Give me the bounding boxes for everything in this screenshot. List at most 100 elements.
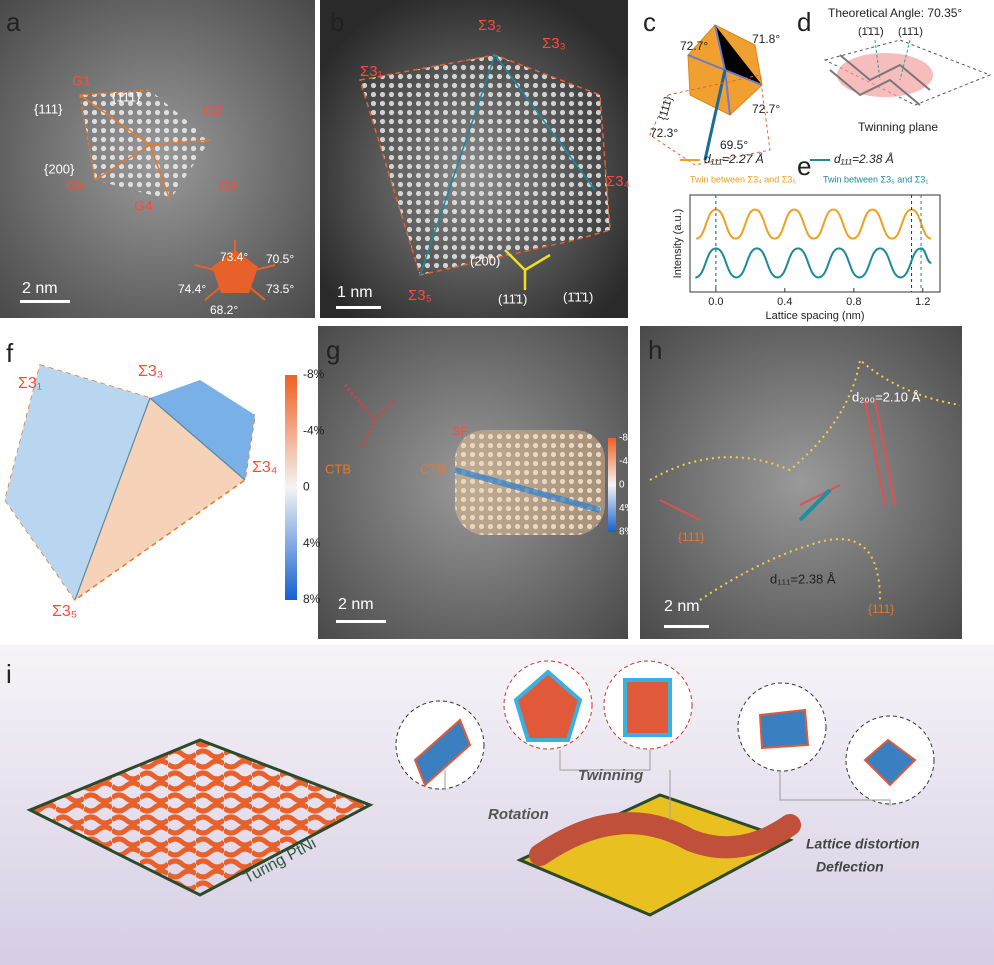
- annotation: 73.4°: [220, 250, 248, 264]
- annotation: d₂₀₀=2.10 Å: [852, 389, 921, 404]
- annotation: {111}: [678, 530, 704, 544]
- annotation: 68.2°: [210, 303, 238, 317]
- annotation: G1: [72, 73, 91, 89]
- x-tick-label: 0.4: [777, 296, 792, 308]
- panel-c-art: [649, 24, 771, 166]
- panel: h d₂₀₀=2.10 Å {111} d₁₁₁=2.38 Å {111} 2 nm: [648, 335, 921, 616]
- annotation: Lattice distortion: [806, 836, 920, 852]
- annotation: Σ3₁: [360, 63, 383, 80]
- annotation: 74.4°: [178, 282, 206, 296]
- annotation: CTB: [325, 461, 351, 476]
- annotation: 2 nm: [664, 598, 700, 615]
- panel: g CTB SF CTB 2 nm -8% -4% 0 4% 8%: [325, 335, 637, 613]
- colorbar-tick-label: 0: [303, 480, 310, 494]
- line-series: [695, 208, 932, 240]
- annotation: d₁₁₁=2.38 Å: [770, 571, 836, 586]
- annotation: 70.5°: [266, 252, 294, 266]
- panel: b Σ3₁ Σ3₂ Σ3₃ Σ3₄ Σ3₅ (200) (11̄1) (1̄1̄1) 1 nm: [330, 7, 630, 307]
- annotation: Σ3₃: [138, 363, 163, 380]
- annotation: (1̄1̄1): [858, 26, 884, 38]
- colorbar-tick-label: 8%: [619, 527, 634, 538]
- legend-label: d₁₁₁=2.38 Å: [834, 151, 894, 166]
- annotation: 71.8°: [752, 32, 780, 46]
- annotation: (200): [470, 253, 500, 268]
- panel-label: g: [326, 335, 340, 365]
- annotation: {111}: [34, 101, 63, 116]
- panel-b-art: [336, 53, 611, 309]
- panel-i-art: [26, 660, 935, 917]
- annotation: CTB: [420, 461, 446, 476]
- annotation: Σ3₅: [52, 603, 77, 620]
- annotation: 72.7°: [680, 39, 708, 53]
- panel: a G1 {111} {111} G2 {200} G5 G4 G3 73.4° 70.5° 74.4…: [6, 7, 294, 317]
- panel-f-art: [4, 364, 297, 602]
- annotation: {111}: [657, 95, 675, 122]
- panel-d-art: [823, 39, 992, 106]
- annotation: 2 nm: [338, 596, 374, 613]
- legend-label: d₁₁₁=2.27 Å: [704, 151, 764, 166]
- panel-g-art: [336, 384, 616, 623]
- panel-h-art: [649, 358, 961, 628]
- annotation: (11̄1): [898, 26, 923, 38]
- panel-label: i: [6, 659, 12, 689]
- annotation: {200}: [44, 161, 75, 176]
- colorbar-tick-label: 4%: [303, 536, 321, 550]
- panel-label: h: [648, 335, 662, 365]
- annotation: 73.5°: [266, 282, 294, 296]
- annotation: Deflection: [816, 859, 884, 875]
- colorbar-tick-label: 0: [619, 480, 625, 491]
- colorbar-tick-label: -4%: [303, 423, 325, 437]
- colorbar-tick-label: 8%: [303, 592, 321, 606]
- panel-label: e: [797, 151, 811, 181]
- annotation: 1 nm: [337, 284, 373, 301]
- plot-frame: [689, 194, 941, 293]
- annotation: SF: [452, 423, 469, 438]
- panel-label: b: [330, 7, 344, 37]
- colorbar-tick-label: -8%: [619, 433, 637, 444]
- annotation: 2 nm: [22, 280, 58, 297]
- annotation: (1̄1̄1): [563, 289, 593, 304]
- annotation: Twinning plane: [858, 120, 938, 134]
- x-axis-label: Lattice spacing (nm): [765, 310, 864, 322]
- panel-label: d: [797, 7, 811, 37]
- annotation: Theoretical Angle: 70.35°: [828, 6, 962, 20]
- x-tick-label: 1.2: [915, 296, 930, 308]
- annotation: G3: [218, 178, 237, 194]
- y-axis-label: Intensity (a.u.): [672, 209, 684, 279]
- colorbar-tick-label: 4%: [619, 503, 634, 514]
- annotation: Σ3₁: [18, 375, 42, 392]
- colorbar-tick-label: -4%: [619, 456, 637, 467]
- panel-label: f: [6, 338, 14, 368]
- annotation: 72.3°: [650, 126, 678, 140]
- x-tick-label: 0.8: [846, 296, 861, 308]
- panel: c 72.7° 71.8° 72.7° 72.3° 69.5° {111}: [643, 7, 780, 152]
- annotation: (11̄1): [498, 291, 527, 306]
- annotation: Twinning: [578, 767, 643, 784]
- annotation: Rotation: [488, 806, 549, 823]
- colorbar-tick-label: -8%: [303, 367, 325, 381]
- panel-label: a: [6, 7, 21, 37]
- annotation: Twin between Σ3₄ and Σ3₅: [690, 174, 796, 184]
- panel-a-art: [20, 89, 276, 303]
- x-tick-label: 0.0: [708, 296, 723, 308]
- annotation: Σ3₂: [478, 17, 502, 34]
- panel: d Theoretical Angle: 70.35° (1̄1̄1) (11̄1) T…: [797, 6, 962, 134]
- annotation: {111}: [868, 602, 894, 616]
- annotation: Twin between Σ3₅ and Σ3₁: [823, 174, 928, 184]
- annotation: Σ3₅: [408, 287, 432, 304]
- annotation: Σ3₄: [606, 173, 630, 190]
- annotation: G4: [134, 198, 153, 214]
- annotation: {111}: [112, 89, 141, 104]
- panel-label: c: [643, 7, 656, 37]
- annotation: 72.7°: [752, 102, 780, 116]
- line-series: [695, 247, 932, 279]
- annotation: G2: [203, 103, 222, 119]
- annotation: Σ3₄: [252, 459, 277, 476]
- annotation: 69.5°: [720, 138, 748, 152]
- annotation: G5: [66, 178, 85, 194]
- annotation: Σ3₃: [542, 35, 566, 52]
